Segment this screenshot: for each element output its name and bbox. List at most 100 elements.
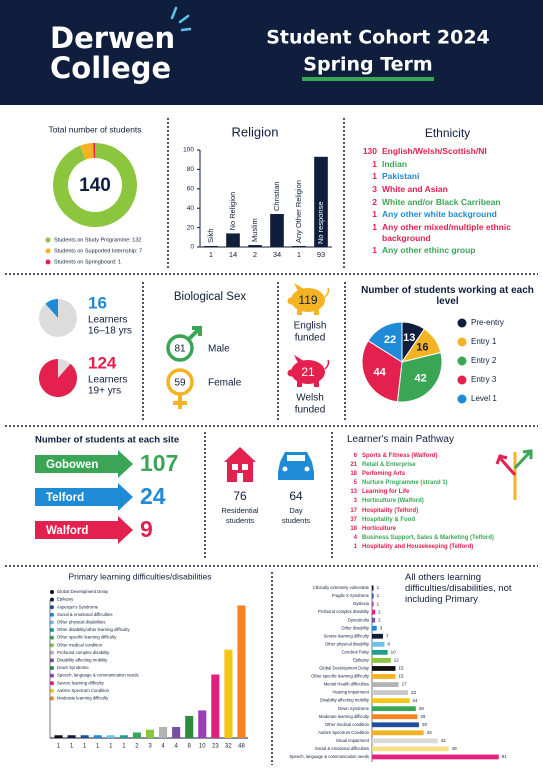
residence-label: students [226, 516, 255, 525]
legend-label: Autism Spectrum Condition [57, 688, 110, 693]
list-row: 4 Business Support, Sales & Marketing (Te… [347, 534, 497, 542]
value-label: 48 [238, 744, 245, 750]
value-label: 49 [452, 746, 458, 751]
chart-title: All others learning difficulties/disabil… [405, 572, 512, 605]
bar [372, 617, 376, 623]
sex-symbol [166, 334, 194, 362]
value-label: 29 [420, 714, 426, 719]
category-label: No Religion [228, 192, 237, 231]
sex-label: Male [208, 344, 230, 355]
legend-swatch [50, 590, 54, 594]
funded-label: Welsh [296, 393, 324, 404]
funded-label: English [294, 321, 327, 332]
chart-title: Number of students working at each level [361, 285, 534, 307]
y-tick-label: 80 [187, 166, 195, 173]
value-label: 3 [380, 625, 383, 630]
list-row: 1 Any other ethinc group [355, 245, 540, 256]
legend-label: Social & emotional difficulties [57, 612, 113, 617]
list-label: Retail & Enterprise [362, 462, 416, 469]
list-count: 3 [353, 498, 357, 505]
bar [372, 649, 388, 655]
category-label: Dyscalculia [348, 617, 370, 622]
bar [372, 722, 419, 728]
legend-label: Other specific learning difficulty [57, 635, 117, 640]
category-label: Mental Health difficulties [324, 682, 369, 687]
list-row: 130 English/Welsh/Scottish/NI [355, 146, 540, 157]
value-label: 3 [148, 744, 152, 750]
list-count: 1 [372, 158, 377, 169]
bar [372, 754, 499, 760]
pig-ear [294, 283, 304, 291]
bar [372, 625, 377, 631]
site-arrow [35, 450, 133, 478]
site-count: 24 [140, 483, 166, 509]
legend-swatch [50, 666, 54, 670]
category-label: Epilepsy [353, 658, 370, 663]
logo-text: College [50, 51, 171, 85]
bar [372, 714, 418, 720]
legend-swatch [50, 597, 54, 602]
value-label: 1 [377, 601, 380, 606]
header-band [0, 0, 543, 105]
category-label: Disability affecting mobility [320, 698, 370, 703]
list-count: 1 [353, 543, 357, 550]
bar [145, 729, 155, 738]
legend-label: Other physical disabilities [57, 620, 105, 625]
legend-swatch [50, 635, 54, 640]
legend-swatch [50, 681, 54, 686]
bar [132, 732, 141, 738]
section-title: Learner's main Pathway [347, 434, 454, 445]
value-label: 4 [174, 744, 178, 750]
bar [372, 730, 424, 736]
legend-label: Down Syndrome [57, 665, 89, 670]
legend-label: Other medical condition [57, 642, 103, 647]
value-label: 1 [122, 744, 126, 750]
list: 6 Sports & Fitness (Walford) 21 Retail & En… [347, 452, 497, 552]
list-row: 1 Any other white background [355, 209, 540, 220]
sex-count: 59 [174, 378, 186, 389]
value-label: 1 [377, 585, 380, 590]
value-label: 34 [273, 250, 281, 259]
list-count: 17 [350, 507, 357, 514]
donut-slice [80, 143, 94, 160]
funded-label: funded [295, 405, 326, 416]
category-label: Social & emotional difficulties [315, 746, 369, 751]
bar [54, 735, 63, 738]
list-label: Any other ethinc group [382, 245, 476, 256]
house-icon [224, 447, 256, 482]
bar [292, 246, 306, 247]
pig-leg [314, 380, 319, 387]
donut-slice [52, 143, 137, 228]
list-label: Pakistani [382, 171, 420, 182]
legend-label: Speech, language & communication needs [57, 673, 139, 678]
bar [159, 726, 168, 738]
list-count: 13 [350, 489, 357, 496]
value-label: 2 [253, 250, 257, 259]
pig-leg [297, 308, 302, 315]
learner-count: 16 [88, 293, 107, 312]
list-count: 2 [372, 196, 377, 207]
y-tick-label: 60 [187, 186, 195, 193]
legend-swatch [50, 612, 54, 617]
legend-swatch [457, 318, 467, 328]
legend-swatch [457, 337, 467, 347]
category-label: Dyslexia [353, 601, 369, 606]
value-label: 10 [391, 650, 397, 655]
legend-swatch [45, 248, 51, 254]
house-window [242, 464, 248, 470]
donut-slice [93, 143, 95, 159]
list-count: 1 [372, 171, 377, 182]
list-count: 21 [350, 462, 357, 469]
value-label: 81 [502, 754, 508, 759]
list-count: 18 [350, 525, 357, 532]
value-label: 1 [377, 593, 380, 598]
list-row: 21 Retail & Enterprise [347, 461, 497, 469]
bar [67, 735, 76, 738]
list-label: Sports & Fitness (Walford) [362, 453, 438, 459]
slice-label: 22 [384, 334, 396, 346]
house-window [232, 464, 238, 470]
category-label: Clinically extremely vulnerable [313, 585, 370, 590]
subtitle-underline [302, 77, 434, 81]
value-label: 23 [411, 690, 417, 695]
bar [226, 233, 240, 247]
